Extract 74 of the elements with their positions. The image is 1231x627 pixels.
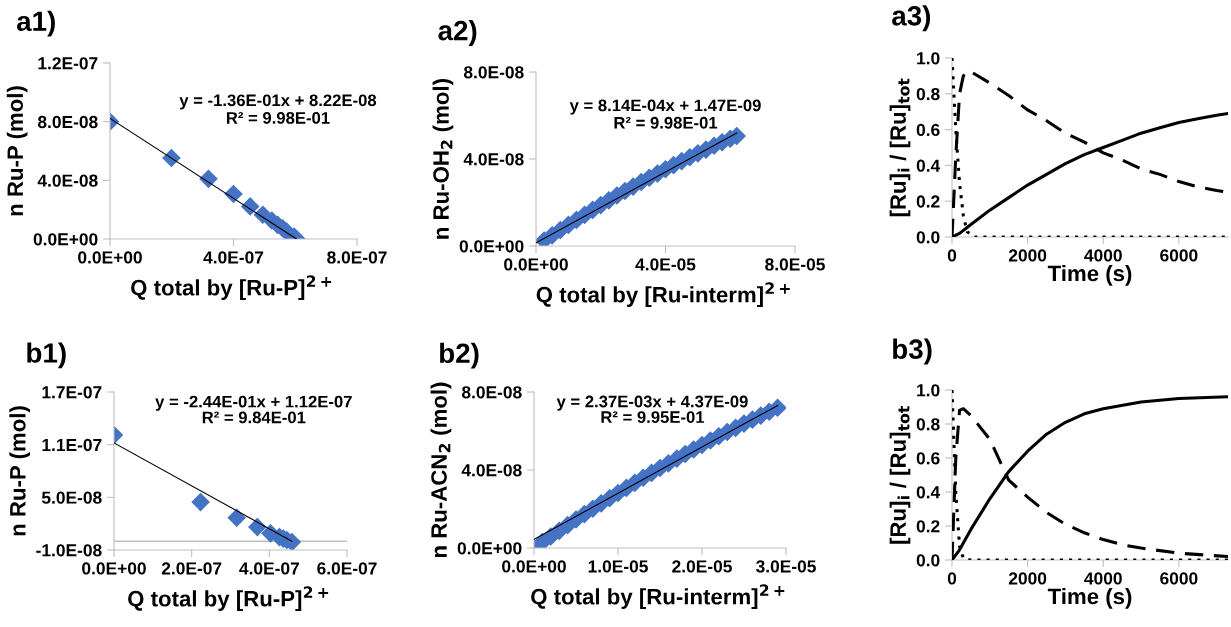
y-tick-label: 4.0E-08 bbox=[463, 153, 524, 166]
x-axis-title: Q total by [Ru-interm]$^{2+}$ bbox=[536, 282, 790, 307]
annotation: R² = 9.98E-01 bbox=[614, 116, 718, 129]
x-axis-title: Q total by [Ru-P]$^{2+}$ bbox=[128, 586, 329, 611]
y-axis-title: n Ru-OH$_{2}$ (mol) bbox=[432, 79, 454, 239]
y-tick-label: 0.0E+00 bbox=[459, 240, 524, 253]
x-tick-label: 0.0E+00 bbox=[82, 562, 146, 575]
annotation: R² = 9.84E-01 bbox=[202, 411, 306, 424]
y-tick-label: 1.2E-07 bbox=[38, 57, 98, 70]
x-axis-title: Q total by [Ru-interm]$^{2+}$ bbox=[531, 584, 785, 609]
x-tick-label: 6000 bbox=[1160, 249, 1198, 262]
y-tick-label: 8.0E-08 bbox=[37, 115, 98, 129]
x-tick-label: 4.0E-07 bbox=[203, 251, 264, 264]
y-axis-title: n Ru-ACN$_{2}$ (mol) bbox=[430, 382, 452, 558]
y-tick-label: 1.1E-07 bbox=[42, 438, 102, 452]
y-tick-label: 0.0 bbox=[916, 554, 940, 567]
annotation: y = -1.36E-01x + 8.22E-08 bbox=[179, 94, 377, 110]
x-tick-label: 4.0E-07 bbox=[239, 562, 299, 575]
y-tick-label: 5.0E-08 bbox=[41, 491, 102, 504]
y-tick-label: 1.0 bbox=[917, 384, 940, 397]
y-tick-label: 4.0E-08 bbox=[37, 174, 98, 187]
y-tick-label: 0.8 bbox=[916, 418, 940, 431]
x-tick-label: 3.0E-05 bbox=[756, 560, 816, 573]
y-tick-label: 1.0 bbox=[917, 52, 940, 65]
x-tick-label: 0.0E+00 bbox=[78, 251, 142, 264]
x-tick-label: 6.0E-07 bbox=[317, 562, 377, 575]
annotation: y = -2.44E-01x + 1.12E-07 bbox=[155, 395, 352, 411]
x-tick-label: 2.0E-07 bbox=[161, 562, 222, 575]
x-tick-label: 6000 bbox=[1160, 572, 1198, 585]
x-tick-label: 2000 bbox=[1008, 572, 1047, 585]
y-axis-title: n Ru-P (mol) bbox=[6, 86, 28, 216]
x-axis-title: Time (s) bbox=[1047, 587, 1132, 609]
x-tick-label: 0.0E+00 bbox=[504, 258, 568, 271]
x-tick-label: 2000 bbox=[1008, 249, 1047, 262]
y-tick-label: 4.0E-08 bbox=[461, 464, 522, 477]
x-tick-label: 0 bbox=[947, 249, 957, 262]
annotation: y = 8.14E-04x + 1.47E-09 bbox=[569, 99, 761, 115]
y-tick-label: 1.7E-07 bbox=[42, 386, 102, 399]
y-tick-label: 0.6 bbox=[916, 452, 940, 465]
y-tick-label: 0.0E+00 bbox=[457, 542, 522, 555]
x-tick-label: 4.0E-05 bbox=[635, 258, 696, 271]
annotation: R² = 9.98E-01 bbox=[226, 111, 330, 124]
y-tick-label: 0.4 bbox=[916, 159, 941, 172]
chart-title: a2) bbox=[438, 20, 477, 46]
y-tick-label: -1.0E-08 bbox=[36, 544, 102, 557]
chart-title: a3) bbox=[892, 5, 931, 32]
chart-title: b3) bbox=[893, 338, 932, 365]
chart-title: b1) bbox=[27, 342, 66, 369]
y-tick-label: 0.0 bbox=[916, 231, 940, 244]
x-tick-label: 4000 bbox=[1084, 249, 1122, 262]
y-tick-label: 0.8 bbox=[916, 87, 940, 101]
y-tick-label: 0.0E+00 bbox=[33, 233, 98, 246]
x-axis-title: Time (s) bbox=[1047, 264, 1132, 286]
x-tick-label: 0 bbox=[947, 572, 957, 585]
y-axis-title: [Ru]$_{i}$ / [Ru]$_{tot}$ bbox=[889, 406, 911, 544]
annotation: R² = 9.95E-01 bbox=[601, 411, 705, 423]
y-tick-label: 0.2 bbox=[916, 520, 940, 533]
x-tick-label: 0.0E+00 bbox=[502, 560, 566, 573]
x-tick-label: 8.0E-07 bbox=[327, 251, 387, 264]
y-tick-label: 8.0E-08 bbox=[463, 66, 524, 79]
chart-title: a1) bbox=[16, 10, 55, 37]
y-axis-title: [Ru]$_{i}$ / [Ru]$_{tot}$ bbox=[889, 78, 911, 217]
x-axis-title: Q total by [Ru-P]$^{2+}$ bbox=[131, 275, 332, 300]
x-tick-label: 8.0E-05 bbox=[765, 258, 825, 271]
x-tick-label: 2.0E-05 bbox=[672, 560, 732, 573]
chart-title: b2) bbox=[440, 342, 479, 369]
y-tick-label: 0.2 bbox=[916, 195, 940, 208]
y-axis-title: n Ru-P (mol) bbox=[9, 406, 31, 536]
y-tick-label: 0.6 bbox=[916, 123, 940, 137]
x-tick-label: 1.0E-05 bbox=[588, 560, 648, 573]
x-tick-label: 4000 bbox=[1084, 572, 1122, 585]
y-tick-label: 8.0E-08 bbox=[461, 386, 522, 399]
y-tick-label: 0.4 bbox=[916, 486, 941, 499]
annotation: y = 2.37E-03x + 4.37E-09 bbox=[556, 395, 748, 411]
